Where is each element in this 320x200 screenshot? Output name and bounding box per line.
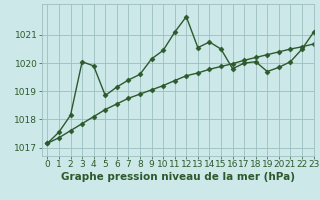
X-axis label: Graphe pression niveau de la mer (hPa): Graphe pression niveau de la mer (hPa) [60, 172, 295, 182]
